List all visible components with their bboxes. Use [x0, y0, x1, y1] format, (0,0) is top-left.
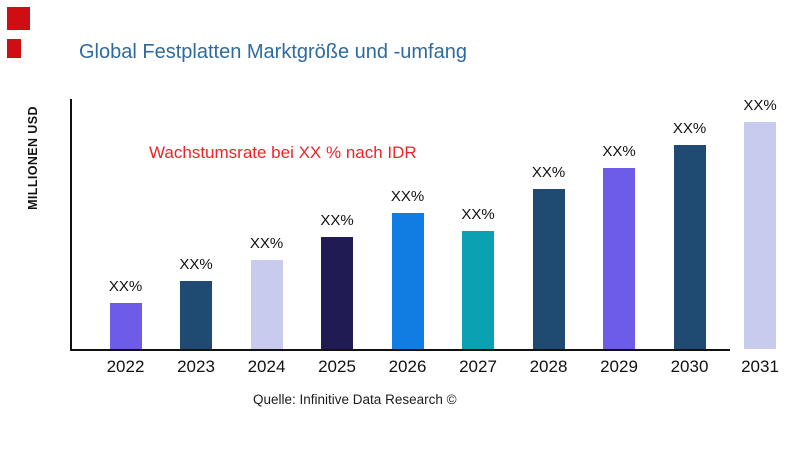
y-axis-line: [70, 99, 72, 351]
y-axis-label: MILLIONEN USD: [26, 106, 40, 210]
bar-value-label: XX%: [320, 212, 354, 229]
bar-2029: [603, 168, 635, 349]
bar-value-label: XX%: [602, 143, 636, 160]
chart-title: Global Festplatten Marktgröße und -umfan…: [79, 41, 467, 63]
x-tick-label-2031: 2031: [741, 357, 779, 376]
x-tick-label-2029: 2029: [600, 357, 638, 376]
bar-2026: [391, 213, 424, 349]
bar-value-label: XX%: [108, 278, 143, 295]
brand-mark-square-large: [7, 7, 30, 30]
bar-value-label: XX%: [531, 164, 566, 181]
growth-rate-annotation: Wachstumsrate bei XX % nach IDR: [149, 143, 417, 162]
bar-value-label: XX%: [461, 206, 495, 223]
bar-value-label: XX%: [390, 188, 425, 205]
bar-2030: [673, 145, 706, 349]
bar-2023: [180, 281, 212, 349]
bar-2031: [744, 122, 776, 349]
brand-mark-square-small: [7, 39, 21, 58]
x-tick-label-2025: 2025: [318, 357, 356, 376]
source-attribution: Quelle: Infinitive Data Research ©: [253, 392, 457, 407]
bar-value-label: XX%: [743, 97, 777, 114]
bar-2028: [532, 189, 565, 349]
x-tick-label-2028: 2028: [529, 357, 568, 376]
bar-value-label: XX%: [249, 235, 284, 252]
bar-2024: [250, 260, 283, 349]
x-tick-label-2024: 2024: [247, 357, 286, 376]
bar-value-label: XX%: [179, 256, 213, 273]
x-tick-label-2026: 2026: [388, 357, 427, 376]
x-tick-label-2023: 2023: [177, 357, 215, 376]
x-axis-line: [70, 349, 730, 351]
x-tick-label-2027: 2027: [459, 357, 497, 376]
bar-value-label: XX%: [672, 120, 707, 137]
bar-2022: [109, 303, 142, 349]
x-tick-label-2030: 2030: [670, 357, 709, 376]
x-tick-label-2022: 2022: [106, 357, 145, 376]
bar-2027: [462, 231, 494, 349]
bar-2025: [321, 237, 353, 349]
